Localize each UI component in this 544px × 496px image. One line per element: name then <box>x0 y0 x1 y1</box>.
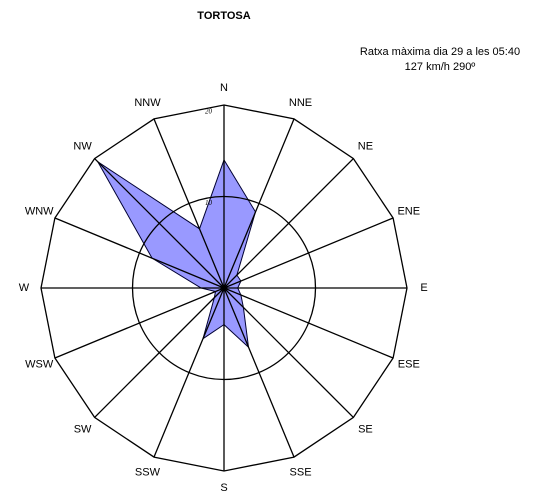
spoke <box>223 287 354 418</box>
direction-label: S <box>220 482 227 494</box>
direction-label: E <box>420 282 427 294</box>
direction-label: ENE <box>397 205 420 217</box>
spoke <box>153 287 225 458</box>
direction-label: NW <box>73 140 92 152</box>
spoke <box>94 287 225 418</box>
annotation: Ratxa màxima dia 29 a les 05:40 <box>360 46 520 58</box>
direction-label: SSW <box>135 467 161 479</box>
spoke <box>223 287 295 458</box>
direction-label: N <box>220 82 228 94</box>
direction-label: SE <box>358 423 373 435</box>
spoke <box>54 217 225 289</box>
direction-label: SW <box>74 423 92 435</box>
spoke <box>223 118 295 289</box>
direction-label: W <box>19 282 30 294</box>
direction-label: NNW <box>134 97 161 109</box>
direction-label: WSW <box>25 358 54 370</box>
spoke <box>54 287 225 359</box>
chart-title: TORTOSA <box>197 10 250 22</box>
direction-label: ESE <box>398 358 420 370</box>
direction-label: NE <box>358 140 373 152</box>
spoke <box>94 158 225 289</box>
r-tick-label: 10 <box>205 199 213 207</box>
annotation: 127 km/h 290º <box>405 61 476 73</box>
direction-label: SSE <box>290 467 312 479</box>
wind-area <box>97 158 257 349</box>
direction-label: WNW <box>25 205 54 217</box>
spoke <box>223 217 394 289</box>
spoke <box>223 158 354 289</box>
spoke <box>223 287 394 359</box>
direction-label: NNE <box>289 97 312 109</box>
spoke <box>153 118 225 289</box>
r-tick-label: 20 <box>205 108 213 116</box>
